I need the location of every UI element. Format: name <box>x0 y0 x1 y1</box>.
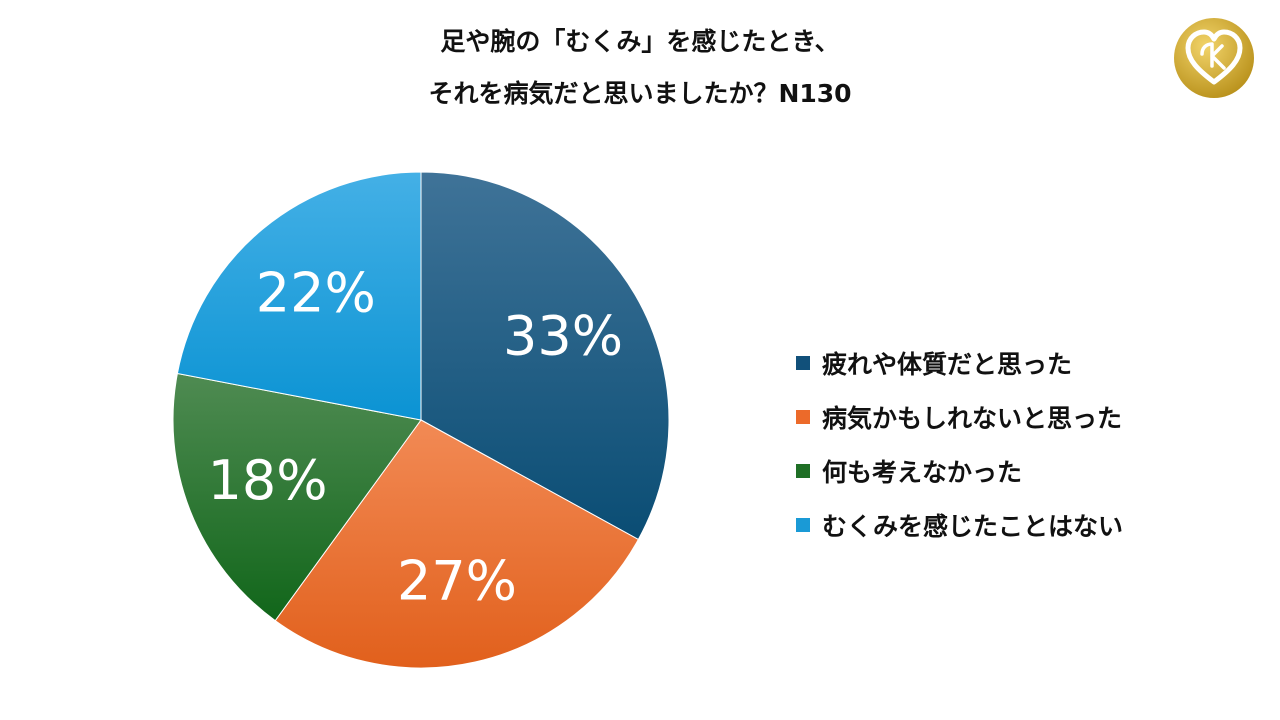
legend-label: 病気かもしれないと思った <box>822 404 1123 433</box>
slice-value-label: 18% <box>208 449 328 512</box>
legend-swatch <box>796 464 810 478</box>
slice-value-label: 22% <box>256 261 376 324</box>
chart-title: 足や腕の「むくみ」を感じたとき、 それを病気だと思いましたか？N130 <box>0 16 1280 120</box>
pie-slice <box>274 419 640 669</box>
legend-swatch <box>796 356 810 370</box>
slice-value-label: 27% <box>397 550 517 613</box>
legend: 疲れや体質だと思った 病気かもしれないと思った 何も考えなかった むくみを感じた… <box>796 336 1266 552</box>
pie-slice <box>172 372 422 622</box>
legend-item: 病気かもしれないと思った <box>796 390 1266 444</box>
heart-logo-icon <box>1174 18 1254 98</box>
legend-item: 疲れや体質だと思った <box>796 336 1266 390</box>
slice-value-label: 33% <box>503 305 623 368</box>
pie-slice <box>176 171 422 421</box>
legend-swatch <box>796 518 810 532</box>
legend-swatch <box>796 410 810 424</box>
chart-title-line-2: それを病気だと思いましたか？N130 <box>428 79 852 108</box>
legend-item: 何も考えなかった <box>796 444 1266 498</box>
pie-slice <box>420 171 670 541</box>
chart-title-line-1: 足や腕の「むくみ」を感じたとき、 <box>440 27 840 56</box>
legend-label: 疲れや体質だと思った <box>822 350 1073 379</box>
legend-label: 何も考えなかった <box>822 458 1023 487</box>
legend-item: むくみを感じたことはない <box>796 498 1266 552</box>
legend-label: むくみを感じたことはない <box>822 512 1124 541</box>
